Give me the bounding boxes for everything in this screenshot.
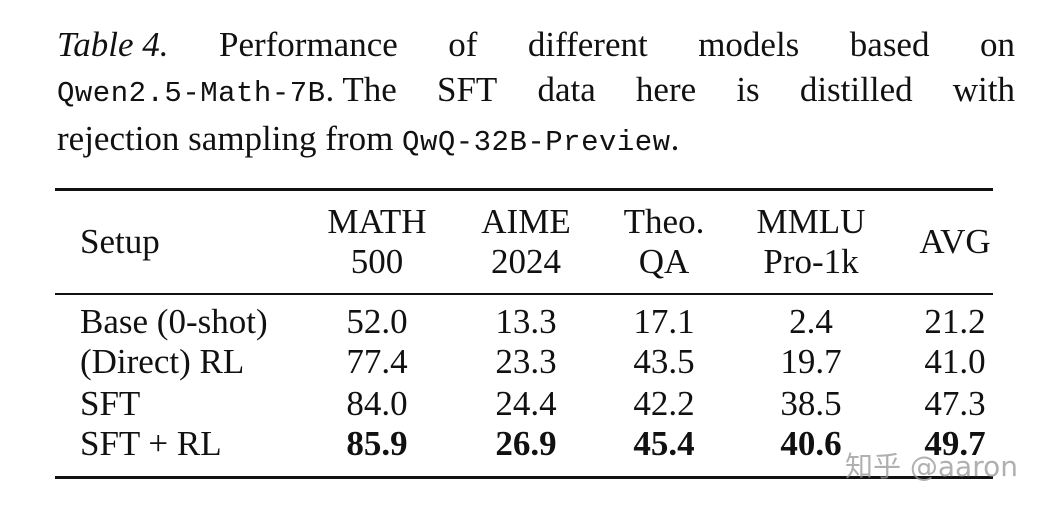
column-header: Pro-1k	[763, 242, 859, 281]
column-header: 2024	[491, 242, 561, 281]
column-header: QA	[638, 242, 690, 281]
table-header-rule	[55, 293, 993, 295]
caption-word: data	[537, 70, 596, 109]
table-cell: 13.3	[495, 302, 557, 341]
caption-label: Table 4.	[57, 25, 169, 64]
table-cell: 45.4	[633, 424, 695, 463]
caption-word: of	[448, 25, 478, 64]
caption-word: based	[849, 25, 930, 64]
table-cell: 24.4	[495, 384, 557, 423]
column-header: MATH	[327, 202, 427, 241]
table-caption: Table 4. Performance of different models…	[57, 22, 1015, 165]
table-cell: 26.9	[495, 424, 557, 463]
column-header: 500	[350, 242, 404, 281]
caption-word: models	[698, 25, 800, 64]
table-cell: 49.7	[924, 424, 986, 463]
model-name-code: Qwen2.5-Math-7B	[57, 77, 326, 110]
table-cell: 84.0	[346, 384, 408, 423]
column-header: AIME	[481, 202, 571, 241]
table-cell: 42.2	[633, 384, 695, 423]
column-header: Theo.	[623, 202, 705, 241]
caption-line-2: Qwen2.5-Math-7B. The SFT data here is di…	[57, 67, 1015, 116]
caption-word: with	[952, 70, 1015, 109]
caption-line-1: Table 4. Performance of different models…	[57, 22, 1015, 67]
table-cell: 43.5	[633, 342, 695, 381]
table-cell: 38.5	[780, 384, 842, 423]
table-cell: 52.0	[346, 302, 408, 341]
table-cell: 47.3	[924, 384, 986, 423]
caption-word: on	[979, 25, 1015, 64]
table-cell: 40.6	[780, 424, 842, 463]
caption-word: here	[635, 70, 697, 109]
caption-word: SFT	[437, 70, 498, 109]
caption-line-3: rejection sampling from QwQ-32B-Preview.	[57, 116, 1015, 165]
caption-word: Performance	[218, 25, 398, 64]
table-cell: 19.7	[780, 342, 842, 381]
row-label: Base (0-shot)	[80, 302, 268, 341]
table-cell: 2.4	[789, 302, 833, 341]
table-cell: 77.4	[346, 342, 408, 381]
row-label: SFT	[80, 384, 141, 423]
row-label: (Direct) RL	[80, 342, 245, 381]
caption-word: distilled	[799, 70, 913, 109]
table-top-rule	[55, 188, 993, 191]
caption-word: . The	[325, 70, 397, 109]
caption-word: different	[527, 25, 648, 64]
caption-first-segment: Qwen2.5-Math-7B. The	[57, 67, 397, 116]
caption-end: .	[670, 119, 680, 158]
column-header: Setup	[80, 222, 160, 261]
teacher-model-code: QwQ-32B-Preview	[402, 126, 671, 159]
table-cell: 41.0	[924, 342, 986, 381]
caption-text: rejection sampling from	[57, 119, 403, 158]
table-cell: 23.3	[495, 342, 557, 381]
table-bottom-rule	[55, 476, 993, 479]
caption-word: is	[736, 70, 760, 109]
table-cell: 17.1	[633, 302, 695, 341]
watermark: 知乎 @aaron	[845, 450, 1018, 483]
row-label: SFT + RL	[80, 424, 222, 463]
column-header: MMLU	[756, 202, 866, 241]
column-header: AVG	[919, 222, 991, 261]
table-cell: 21.2	[924, 302, 986, 341]
table-cell: 85.9	[346, 424, 408, 463]
